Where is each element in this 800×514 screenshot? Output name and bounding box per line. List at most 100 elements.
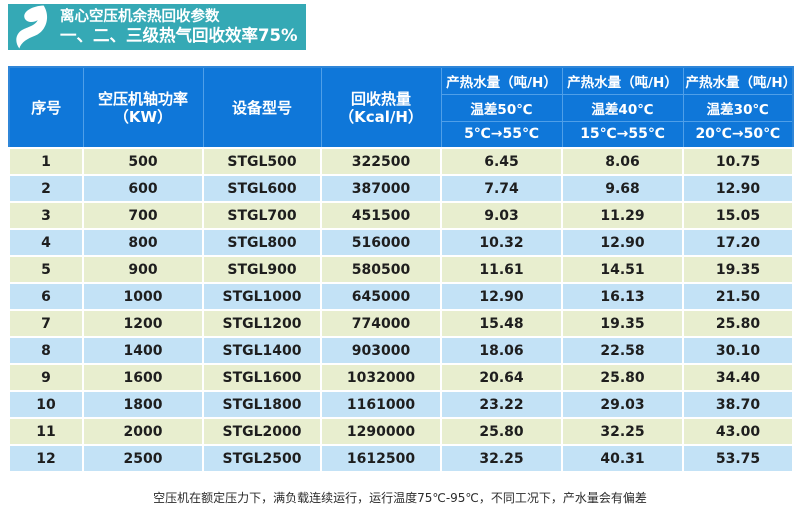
cell-heat-kcal: 1612500 bbox=[320, 444, 442, 473]
cell-heat-kcal: 645000 bbox=[320, 282, 442, 311]
heat-recovery-parameters-table: 序号 空压机轴功率 （KW） 设备型号 回收热量 （Kcal/H） 产热水量（吨… bbox=[8, 66, 796, 473]
cell-power-kw: 800 bbox=[82, 228, 204, 257]
col-header-water-40c-diff: 温差40℃ bbox=[561, 93, 684, 122]
cell-heat-kcal: 451500 bbox=[320, 201, 442, 230]
col-header-heat: 回收热量 （Kcal/H） bbox=[320, 66, 442, 149]
cell-water-30c: 34.40 bbox=[682, 363, 794, 392]
cell-water-50c: 23.22 bbox=[440, 390, 563, 419]
col-header-power: 空压机轴功率 （KW） bbox=[82, 66, 204, 149]
cell-serial: 2 bbox=[8, 174, 84, 203]
col-header-water-40c-title: 产热水量（吨/H） bbox=[561, 66, 684, 95]
cell-water-40c: 14.51 bbox=[561, 255, 684, 284]
cell-model: STGL2500 bbox=[202, 444, 322, 473]
cell-water-30c: 19.35 bbox=[682, 255, 794, 284]
cell-heat-kcal: 322500 bbox=[320, 147, 442, 176]
cell-serial: 4 bbox=[8, 228, 84, 257]
cell-model: STGL1400 bbox=[202, 336, 322, 365]
cell-water-50c: 10.32 bbox=[440, 228, 563, 257]
cell-heat-kcal: 580500 bbox=[320, 255, 442, 284]
cell-heat-kcal: 387000 bbox=[320, 174, 442, 203]
cell-water-30c: 12.90 bbox=[682, 174, 794, 203]
cell-water-30c: 53.75 bbox=[682, 444, 794, 473]
col-header-water-50c-diff: 温差50℃ bbox=[440, 93, 563, 122]
banner-titles: 离心空压机余热回收参数 一、二、三级热气回收效率75% bbox=[60, 8, 298, 47]
table-row: 11 2000 STGL2000 1290000 25.80 32.25 43.00 bbox=[8, 417, 794, 446]
cell-heat-kcal: 516000 bbox=[320, 228, 442, 257]
cell-power-kw: 600 bbox=[82, 174, 204, 203]
cell-water-30c: 10.75 bbox=[682, 147, 794, 176]
cell-model: STGL1600 bbox=[202, 363, 322, 392]
banner-title-line1: 离心空压机余热回收参数 bbox=[60, 8, 220, 25]
cell-serial: 7 bbox=[8, 309, 84, 338]
cell-water-40c: 25.80 bbox=[561, 363, 684, 392]
col-header-power-line2: （KW） bbox=[113, 107, 173, 126]
col-header-heat-line1: 回收热量 bbox=[350, 89, 411, 108]
table-row: 9 1600 STGL1600 1032000 20.64 25.80 34.40 bbox=[8, 363, 794, 392]
cell-serial: 11 bbox=[8, 417, 84, 446]
cell-water-40c: 29.03 bbox=[561, 390, 684, 419]
table-row: 6 1000 STGL1000 645000 12.90 16.13 21.50 bbox=[8, 282, 794, 311]
cell-model: STGL600 bbox=[202, 174, 322, 203]
col-header-water-50c-title: 产热水量（吨/H） bbox=[440, 66, 563, 95]
table-row: 7 1200 STGL1200 774000 15.48 19.35 25.80 bbox=[8, 309, 794, 338]
cell-water-50c: 6.45 bbox=[440, 147, 563, 176]
cell-water-30c: 15.05 bbox=[682, 201, 794, 230]
cell-water-50c: 11.61 bbox=[440, 255, 563, 284]
col-header-power-line1: 空压机轴功率 bbox=[97, 89, 188, 108]
cell-water-40c: 11.29 bbox=[561, 201, 684, 230]
cell-heat-kcal: 1032000 bbox=[320, 363, 442, 392]
cell-power-kw: 700 bbox=[82, 201, 204, 230]
cell-water-40c: 8.06 bbox=[561, 147, 684, 176]
cell-power-kw: 1200 bbox=[82, 309, 204, 338]
cell-serial: 9 bbox=[8, 363, 84, 392]
cell-heat-kcal: 774000 bbox=[320, 309, 442, 338]
table-row: 1 500 STGL500 322500 6.45 8.06 10.75 bbox=[8, 147, 794, 176]
cell-water-40c: 22.58 bbox=[561, 336, 684, 365]
table-row: 10 1800 STGL1800 1161000 23.22 29.03 38.70 bbox=[8, 390, 794, 419]
col-header-water-50c-range: 5℃→55℃ bbox=[440, 120, 563, 149]
cell-water-30c: 43.00 bbox=[682, 417, 794, 446]
cell-water-50c: 7.74 bbox=[440, 174, 563, 203]
col-header-water-30c-title: 产热水量（吨/H） bbox=[682, 66, 796, 95]
cell-heat-kcal: 1161000 bbox=[320, 390, 442, 419]
cell-serial: 8 bbox=[8, 336, 84, 365]
cell-model: STGL1200 bbox=[202, 309, 322, 338]
cell-power-kw: 1800 bbox=[82, 390, 204, 419]
cell-power-kw: 900 bbox=[82, 255, 204, 284]
parameters-table-wrapper: 序号 空压机轴功率 （KW） 设备型号 回收热量 （Kcal/H） 产热水量（吨… bbox=[8, 66, 796, 473]
cell-power-kw: 2500 bbox=[82, 444, 204, 473]
cell-water-50c: 12.90 bbox=[440, 282, 563, 311]
cell-water-50c: 32.25 bbox=[440, 444, 563, 473]
header-banner: 离心空压机余热回收参数 一、二、三级热气回收效率75% bbox=[8, 4, 306, 50]
cell-model: STGL1000 bbox=[202, 282, 322, 311]
col-header-water-30c-range: 20℃→50℃ bbox=[682, 120, 794, 149]
cell-water-30c: 17.20 bbox=[682, 228, 794, 257]
cell-serial: 12 bbox=[8, 444, 84, 473]
cell-water-50c: 25.80 bbox=[440, 417, 563, 446]
cell-model: STGL900 bbox=[202, 255, 322, 284]
col-header-water-40c-range: 15℃→55℃ bbox=[561, 120, 684, 149]
cell-model: STGL500 bbox=[202, 147, 322, 176]
cell-water-30c: 21.50 bbox=[682, 282, 794, 311]
cell-water-40c: 32.25 bbox=[561, 417, 684, 446]
cell-water-50c: 9.03 bbox=[440, 201, 563, 230]
cell-power-kw: 500 bbox=[82, 147, 204, 176]
cell-water-30c: 38.70 bbox=[682, 390, 794, 419]
cell-serial: 3 bbox=[8, 201, 84, 230]
cell-power-kw: 2000 bbox=[82, 417, 204, 446]
col-header-serial: 序号 bbox=[8, 66, 84, 149]
cell-power-kw: 1000 bbox=[82, 282, 204, 311]
cell-water-50c: 15.48 bbox=[440, 309, 563, 338]
cell-heat-kcal: 903000 bbox=[320, 336, 442, 365]
cell-power-kw: 1400 bbox=[82, 336, 204, 365]
cell-water-40c: 16.13 bbox=[561, 282, 684, 311]
table-header: 序号 空压机轴功率 （KW） 设备型号 回收热量 （Kcal/H） 产热水量（吨… bbox=[8, 66, 796, 149]
cell-water-40c: 40.31 bbox=[561, 444, 684, 473]
table-row: 2 600 STGL600 387000 7.74 9.68 12.90 bbox=[8, 174, 794, 203]
table-row: 12 2500 STGL2500 1612500 32.25 40.31 53.75 bbox=[8, 444, 794, 473]
cell-power-kw: 1600 bbox=[82, 363, 204, 392]
col-header-heat-line2: （Kcal/H） bbox=[339, 107, 423, 126]
cell-water-40c: 19.35 bbox=[561, 309, 684, 338]
cell-serial: 1 bbox=[8, 147, 84, 176]
footnote-text: 空压机在额定压力下，满负载连续运行，运行温度75℃-95℃，不同工况下，产水量会… bbox=[153, 491, 647, 505]
